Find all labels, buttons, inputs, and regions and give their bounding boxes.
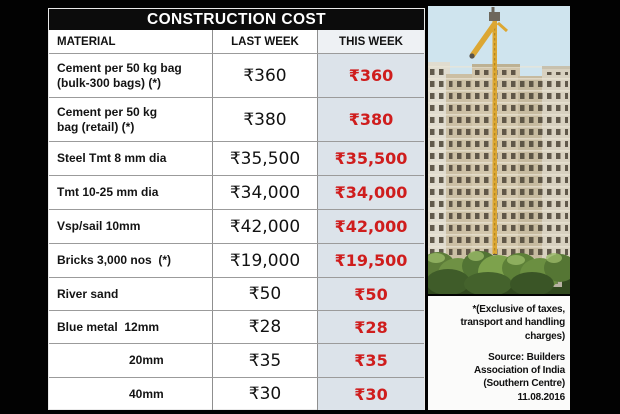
table-header-row: MATERIAL LAST WEEK THIS WEEK [49, 30, 424, 53]
this-week-cell: ₹360 [318, 54, 424, 97]
construction-cost-table: CONSTRUCTION COST MATERIAL LAST WEEK THI… [48, 8, 425, 410]
this-week-cell: ₹30 [318, 378, 424, 410]
page-title: CONSTRUCTION COST [49, 9, 424, 30]
footnote-panel: *(Exclusive of taxes, transport and hand… [428, 296, 570, 410]
material-cell: Cement per 50 kg bag (bulk-300 bags) (*) [49, 54, 213, 97]
buildings-graphic [428, 62, 570, 262]
last-week-cell: ₹28 [213, 311, 318, 343]
material-cell: Vsp/sail 10mm [49, 210, 213, 243]
table-row: Cement per 50 kg bag (bulk-300 bags) (*)… [49, 53, 424, 97]
table-row: River sand ₹50 ₹50 [49, 277, 424, 310]
last-week-cell: ₹34,000 [213, 176, 318, 209]
header-last-week: LAST WEEK [213, 30, 318, 53]
table-row: Tmt 10-25 mm dia ₹34,000 ₹34,000 [49, 175, 424, 209]
table-row: 20mm ₹35 ₹35 [49, 343, 424, 377]
last-week-cell: ₹42,000 [213, 210, 318, 243]
material-cell: 20mm [49, 344, 213, 377]
this-week-cell: ₹42,000 [318, 210, 424, 243]
material-cell: Tmt 10-25 mm dia [49, 176, 213, 209]
table-row: Steel Tmt 8 mm dia ₹35,500 ₹35,500 [49, 141, 424, 175]
last-week-cell: ₹35 [213, 344, 318, 377]
table-row: 40mm ₹30 ₹30 [49, 377, 424, 410]
table-row: Vsp/sail 10mm ₹42,000 ₹42,000 [49, 209, 424, 243]
material-cell: Blue metal 12mm [49, 311, 213, 343]
exclusions-note: *(Exclusive of taxes, transport and hand… [460, 304, 566, 342]
material-cell: Bricks 3,000 nos (*) [49, 244, 213, 277]
material-cell: Cement per 50 kg bag (retail) (*) [49, 98, 213, 141]
table-row: Blue metal 12mm ₹28 ₹28 [49, 310, 424, 343]
table-row: Cement per 50 kg bag (retail) (*) ₹380 ₹… [49, 97, 424, 141]
this-week-cell: ₹380 [318, 98, 424, 141]
this-week-cell: ₹19,500 [318, 244, 424, 277]
last-week-cell: ₹35,500 [213, 142, 318, 175]
last-week-cell: ₹360 [213, 54, 318, 97]
header-material: MATERIAL [49, 30, 213, 53]
material-cell: Steel Tmt 8 mm dia [49, 142, 213, 175]
crane-graphic [469, 7, 508, 254]
table-row: Bricks 3,000 nos (*) ₹19,000 ₹19,500 [49, 243, 424, 277]
this-week-cell: ₹35 [318, 344, 424, 377]
this-week-cell: ₹50 [318, 278, 424, 310]
this-week-cell: ₹34,000 [318, 176, 424, 209]
material-cell: 40mm [49, 378, 213, 410]
material-cell: River sand [49, 278, 213, 310]
last-week-cell: ₹19,000 [213, 244, 318, 277]
last-week-cell: ₹30 [213, 378, 318, 410]
trees-graphic [428, 251, 570, 294]
construction-photo [428, 6, 570, 294]
this-week-cell: ₹35,500 [318, 142, 424, 175]
last-week-cell: ₹50 [213, 278, 318, 310]
source-note: Source: Builders Association of India (S… [473, 351, 565, 403]
last-week-cell: ₹380 [213, 98, 318, 141]
header-this-week: THIS WEEK [318, 30, 424, 53]
this-week-cell: ₹28 [318, 311, 424, 343]
